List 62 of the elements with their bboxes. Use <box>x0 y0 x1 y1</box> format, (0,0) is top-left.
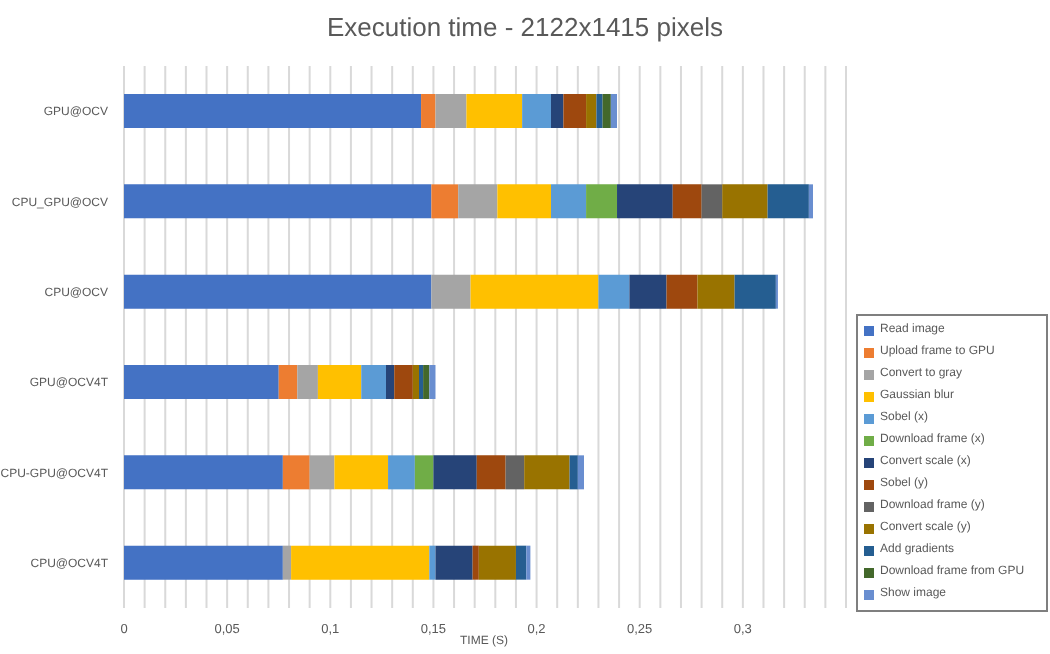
bar <box>602 94 611 128</box>
bar <box>278 365 298 399</box>
bar <box>429 545 436 580</box>
bar <box>577 455 585 490</box>
bar <box>431 184 459 219</box>
bar <box>522 94 552 128</box>
bar <box>666 274 698 309</box>
bar <box>697 274 735 309</box>
bar <box>478 545 516 580</box>
bar <box>282 545 292 580</box>
bar <box>767 184 809 219</box>
bar <box>551 184 587 219</box>
bar <box>586 184 618 219</box>
bar <box>124 184 432 219</box>
bar <box>435 94 467 128</box>
bar <box>124 545 283 580</box>
bar <box>435 545 473 580</box>
bar <box>470 274 599 309</box>
chart-title: Execution time - 2122x1415 pixels <box>324 12 725 42</box>
bar <box>418 365 424 399</box>
bar <box>472 545 479 580</box>
bar <box>124 274 432 309</box>
bar <box>124 455 283 490</box>
bar <box>701 184 723 219</box>
bar <box>385 365 395 399</box>
bar <box>412 365 419 399</box>
bar <box>551 94 564 128</box>
bar <box>282 455 310 490</box>
bar <box>617 184 673 219</box>
bar <box>317 365 362 399</box>
bar <box>309 455 335 490</box>
bar <box>334 455 389 490</box>
bar <box>458 184 498 219</box>
bar <box>722 184 768 219</box>
bar <box>297 365 318 399</box>
bar <box>515 545 527 580</box>
bar <box>124 365 279 399</box>
bar <box>586 94 597 128</box>
bar <box>598 274 630 309</box>
bar <box>476 455 506 490</box>
bar <box>497 184 552 219</box>
bar <box>423 365 430 399</box>
bar <box>361 365 386 399</box>
bar <box>388 455 415 490</box>
bar <box>596 94 603 128</box>
bar <box>421 94 436 128</box>
bar <box>414 455 434 490</box>
bar <box>394 365 413 399</box>
bar <box>466 94 523 128</box>
bar <box>629 274 667 309</box>
bar <box>672 184 702 219</box>
bar <box>433 455 477 490</box>
bar <box>610 94 618 128</box>
bar <box>569 455 578 490</box>
bar <box>431 274 471 309</box>
bar <box>505 455 525 490</box>
bar <box>734 274 776 309</box>
bar <box>429 365 436 399</box>
bar <box>563 94 587 128</box>
bar <box>524 455 570 490</box>
bar <box>124 94 422 128</box>
bar <box>291 545 430 580</box>
